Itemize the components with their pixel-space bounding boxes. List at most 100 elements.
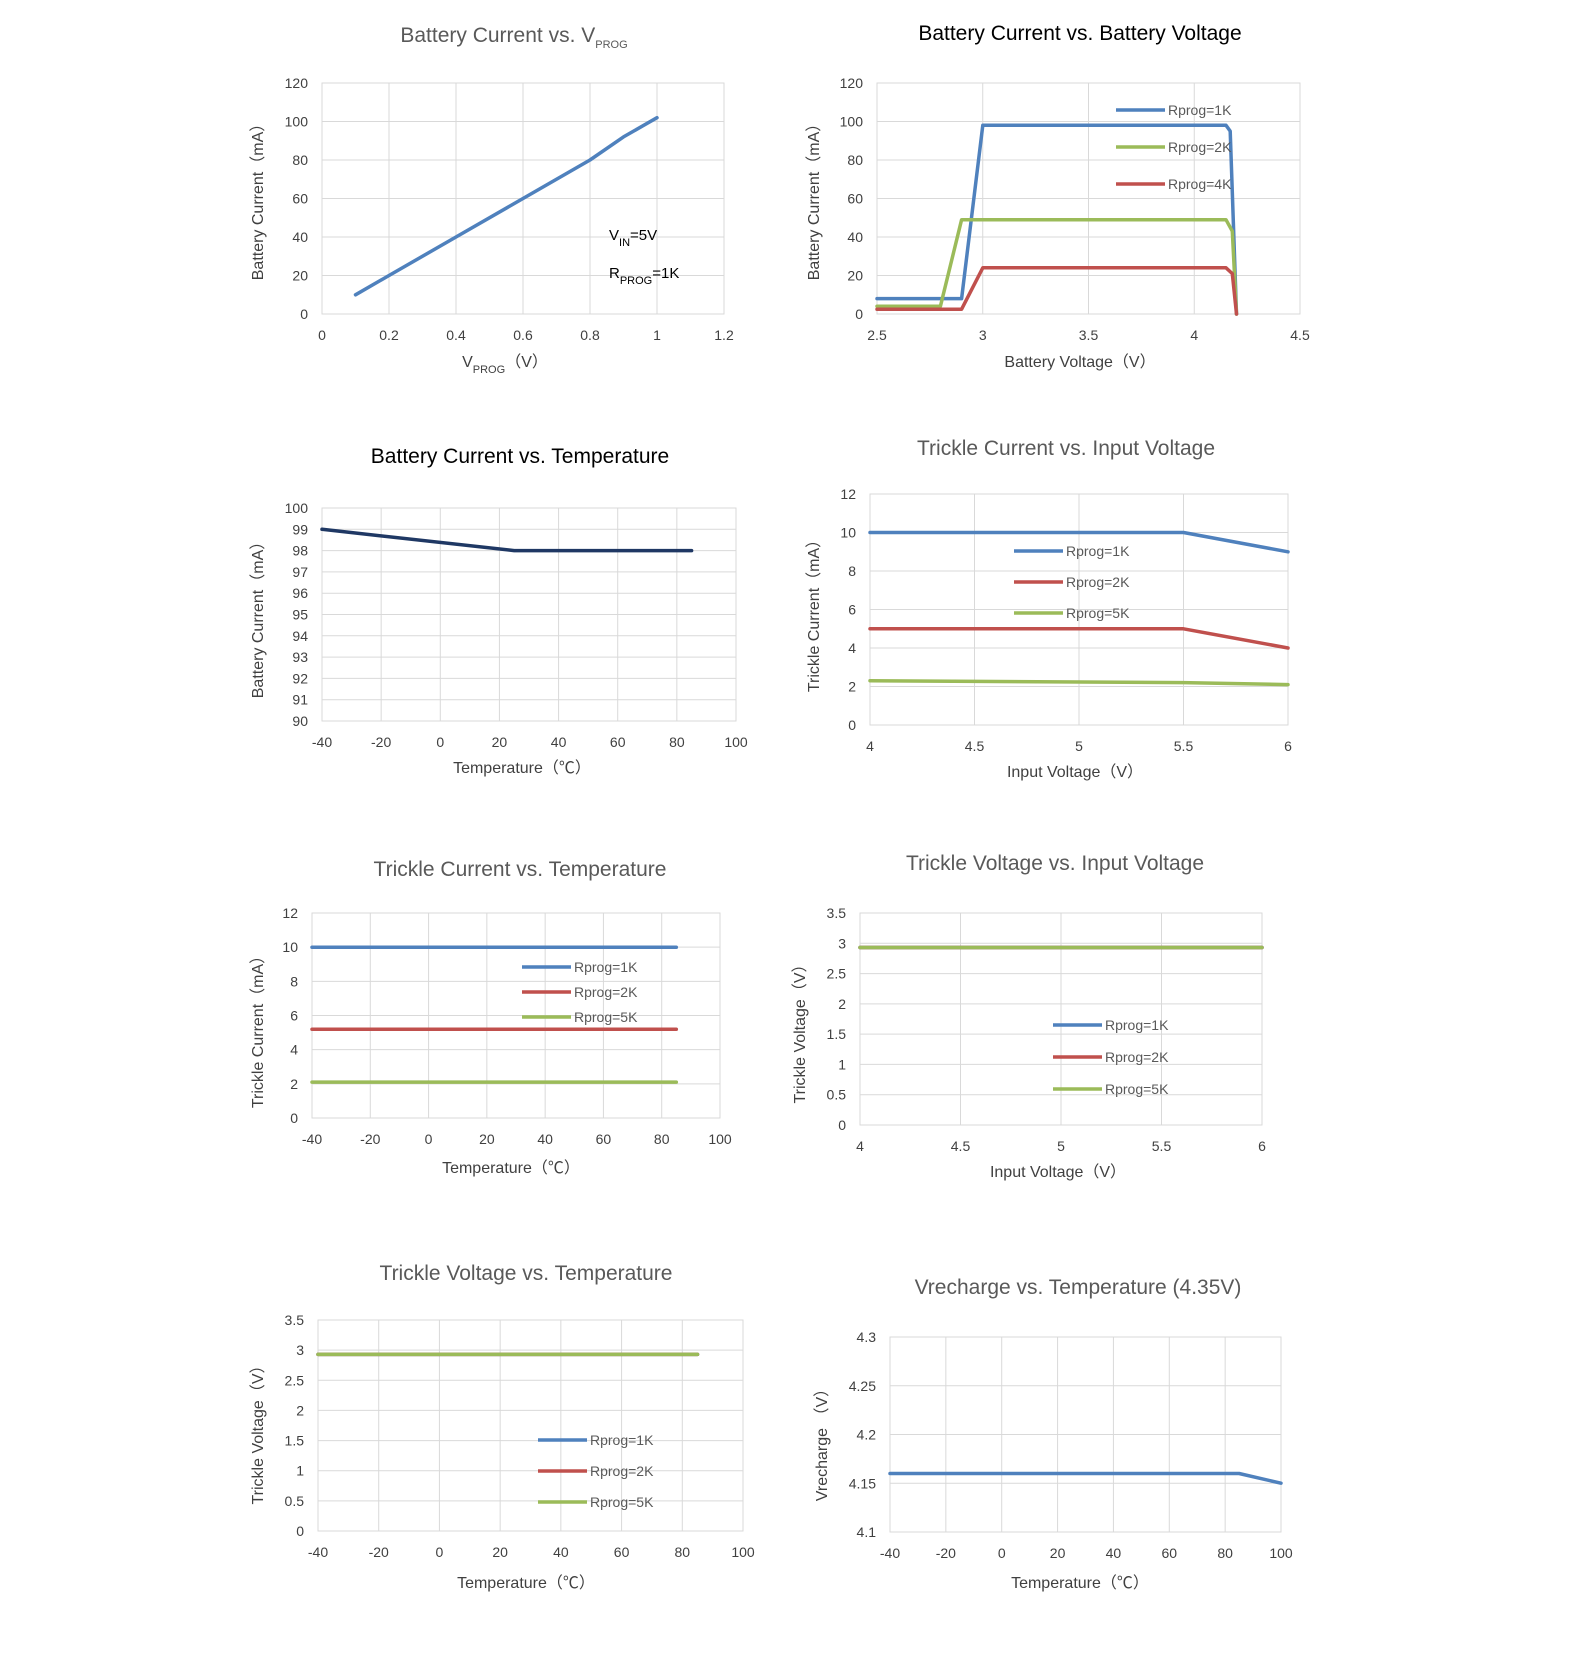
- series-line-rprog-2k: [868, 627, 1290, 650]
- y-tick-label: 60: [292, 191, 308, 207]
- y-tick-label: 97: [292, 564, 308, 580]
- y-tick-label: 2: [838, 996, 846, 1012]
- y-tick-label: 1: [838, 1056, 846, 1072]
- x-tick-label: -40: [302, 1131, 322, 1147]
- x-tick-label: 6: [1284, 738, 1292, 754]
- x-tick-label: 6: [1258, 1138, 1266, 1154]
- x-tick-label: 2.5: [867, 327, 887, 343]
- x-axis-label: Battery Voltage（V）: [1004, 353, 1155, 371]
- y-tick-label: 92: [292, 670, 308, 686]
- x-axis-label: Input Voltage（V）: [1007, 763, 1143, 781]
- x-tick-label: 80: [674, 1544, 690, 1560]
- legend-label: Rprog=1K: [1168, 102, 1232, 118]
- gridlines: [889, 1336, 1282, 1533]
- plot-area: [876, 82, 1301, 315]
- x-tick-label: -20: [369, 1544, 389, 1560]
- y-tick-label: 3: [296, 1342, 304, 1358]
- x-tick-label: 0.4: [446, 327, 466, 343]
- series-line-rprog-4k: [875, 266, 1239, 316]
- x-tick-label: 40: [1106, 1545, 1122, 1561]
- gridlines: [311, 912, 721, 1119]
- gridlines: [859, 912, 1263, 1126]
- plot-area: [311, 912, 721, 1119]
- legend-label: Rprog=5K: [590, 1494, 654, 1510]
- annotation: VIN=5V: [609, 227, 657, 249]
- y-tick-label: 99: [292, 521, 308, 537]
- y-tick-label: 0: [838, 1117, 846, 1133]
- legend: Rprog=1K Rprog=2K Rprog=5K: [1014, 543, 1130, 621]
- y-tick-label: 2: [296, 1402, 304, 1418]
- x-tick-label: 4: [866, 738, 874, 754]
- y-tick-label: 4.25: [849, 1378, 876, 1394]
- x-tick-label: 0: [998, 1545, 1006, 1561]
- y-tick-label: 20: [847, 268, 863, 284]
- chart-title: Trickle Current vs. Temperature: [374, 858, 667, 881]
- x-tick-label: 1.2: [714, 327, 734, 343]
- legend-label: Rprog=2K: [1168, 139, 1232, 155]
- plot-area: [321, 507, 737, 722]
- y-tick-label: 80: [847, 152, 863, 168]
- x-tick-label: 40: [553, 1544, 569, 1560]
- chart-7: -40 -20 0 20 40 60 80 100 0 0.5 1 1.5 2 2.5 3 3.5 Trickl…: [249, 1262, 755, 1592]
- annotation: RPROG=1K: [609, 265, 679, 287]
- y-tick-label: 96: [292, 585, 308, 601]
- x-tick-label: 4.5: [965, 738, 985, 754]
- legend-label: Rprog=5K: [1105, 1081, 1169, 1097]
- y-tick-label: 100: [285, 114, 309, 130]
- legend: Rprog=1K Rprog=2K Rprog=5K: [522, 959, 638, 1025]
- x-axis-label: Temperature（℃）: [1011, 1574, 1149, 1592]
- legend: Rprog=1K Rprog=2K Rprog=5K: [1053, 1017, 1169, 1097]
- x-tick-label: 100: [724, 734, 748, 750]
- x-tick-label: -40: [308, 1544, 328, 1560]
- y-tick-label: 100: [840, 114, 864, 130]
- y-tick-label: 2.5: [285, 1372, 305, 1388]
- x-axis-label: Temperature（℃）: [453, 759, 591, 777]
- y-tick-label: 1: [296, 1463, 304, 1479]
- plot-area: [859, 912, 1263, 1126]
- gridlines: [317, 1319, 744, 1532]
- legend: Rprog=1K Rprog=2K Rprog=4K: [1116, 102, 1232, 192]
- series-line-rprog-1k: [875, 123, 1239, 316]
- plot-area: [317, 1319, 744, 1532]
- y-tick-label: 40: [292, 229, 308, 245]
- chart-4: 4 4.5 5 5.5 6 0 2 4 6 8 10 12 Trickle Current vs. In…: [805, 437, 1292, 781]
- x-axis-label: Temperature（℃）: [457, 1574, 595, 1592]
- chart-title: Battery Current vs. Temperature: [371, 445, 669, 468]
- y-axis-label: Trickle Voltage（V）: [249, 1357, 267, 1504]
- y-tick-label: 40: [847, 229, 863, 245]
- y-tick-label: 6: [290, 1008, 298, 1024]
- x-tick-label: 4.5: [951, 1138, 971, 1154]
- y-axis-label: Battery Current（mA）: [249, 534, 267, 699]
- x-axis-label: Input Voltage（V）: [990, 1163, 1126, 1181]
- y-axis-label: Battery Current（mA）: [805, 116, 823, 281]
- y-tick-label: 20: [292, 268, 308, 284]
- y-axis-label: Battery Current（mA）: [249, 116, 267, 281]
- legend-label: Rprog=1K: [1105, 1017, 1169, 1033]
- y-tick-label: 120: [840, 75, 864, 91]
- x-tick-label: 80: [654, 1131, 670, 1147]
- legend-label: Rprog=2K: [590, 1463, 654, 1479]
- y-tick-label: 0: [855, 306, 863, 322]
- legend-label: Rprog=1K: [1066, 543, 1130, 559]
- y-tick-label: 120: [285, 75, 309, 91]
- x-tick-label: -20: [371, 734, 391, 750]
- y-axis-label: Vrecharge （V）: [813, 1381, 831, 1501]
- x-tick-label: 4: [1190, 327, 1198, 343]
- x-tick-label: -40: [880, 1545, 900, 1561]
- y-tick-label: 12: [282, 905, 298, 921]
- legend-label: Rprog=2K: [1066, 574, 1130, 590]
- x-tick-label: 1: [653, 327, 661, 343]
- y-tick-label: 4: [290, 1042, 298, 1058]
- y-tick-label: 60: [847, 191, 863, 207]
- chart-2: 2.5 3 3.5 4 4.5 0 20 40 60 80 100 120 Battery Curren…: [805, 22, 1310, 371]
- x-axis-label: VPROG（V）: [462, 353, 548, 376]
- x-tick-label: 20: [492, 1544, 508, 1560]
- x-tick-label: 60: [610, 734, 626, 750]
- x-tick-label: 40: [551, 734, 567, 750]
- y-tick-label: 4.2: [857, 1427, 877, 1443]
- chart-title: Battery Current vs. Battery Voltage: [918, 22, 1241, 45]
- x-tick-label: 3.5: [1079, 327, 1099, 343]
- y-tick-label: 2: [848, 679, 856, 695]
- x-tick-label: -40: [312, 734, 332, 750]
- x-tick-label: 80: [1217, 1545, 1233, 1561]
